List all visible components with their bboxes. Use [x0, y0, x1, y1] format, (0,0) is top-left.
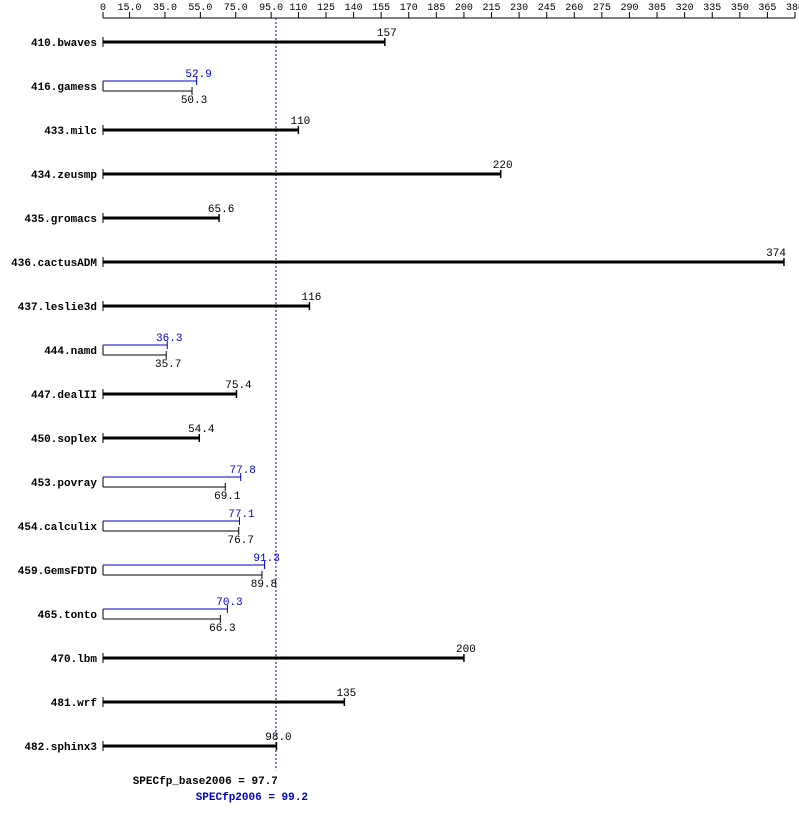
axis-tick-label: 95.0: [259, 3, 283, 14]
axis-tick-label: 365: [758, 3, 776, 14]
benchmark-label: 435.gromacs: [24, 214, 97, 226]
benchmark-label: 410.bwaves: [31, 38, 97, 50]
value-label-base: 98.0: [265, 732, 291, 744]
value-label-base: 66.3: [209, 623, 235, 635]
axis-tick-label: 290: [620, 3, 638, 14]
benchmark-label: 416.gamess: [31, 82, 97, 94]
benchmark-label: 482.sphinx3: [24, 742, 97, 754]
axis-tick-label: 35.0: [153, 3, 177, 14]
benchmark-label: 454.calculix: [18, 522, 98, 534]
axis-tick-label: 185: [427, 3, 445, 14]
value-label-peak: 70.3: [216, 597, 242, 609]
value-label-peak: 91.3: [253, 553, 279, 565]
value-label-base: 89.8: [251, 579, 277, 591]
benchmark-label: 447.dealII: [31, 390, 97, 402]
spec-chart: 0 15.0 35.0 55.0 75.0 95.0 110 125 140 155 170 185 2…: [0, 0, 799, 831]
summary-base: SPECfp_base2006 = 97.7: [133, 776, 278, 788]
benchmark-label: 470.lbm: [51, 654, 98, 666]
value-label-peak: 52.9: [185, 69, 211, 81]
benchmark-label: 437.leslie3d: [18, 302, 97, 314]
value-label-base: 110: [290, 116, 310, 128]
axis-tick-label: 245: [538, 3, 556, 14]
axis-tick-label: 335: [703, 3, 721, 14]
value-label-base: 75.4: [225, 380, 252, 392]
benchmark-label: 481.wrf: [51, 698, 98, 710]
value-label-base: 35.7: [155, 359, 181, 371]
axis-tick-label: 125: [317, 3, 335, 14]
axis-tick-label: 170: [400, 3, 418, 14]
axis-tick-label: 15.0: [118, 3, 142, 14]
axis-tick-label: 155: [372, 3, 390, 14]
benchmark-label: 465.tonto: [38, 610, 98, 622]
axis-tick-label: 0: [100, 3, 106, 14]
value-label-base: 200: [456, 644, 476, 656]
axis-tick-label: 350: [731, 3, 749, 14]
benchmark-label: 434.zeusmp: [31, 170, 97, 182]
benchmark-label: 459.GemsFDTD: [18, 566, 98, 578]
value-label-base: 54.4: [188, 424, 215, 436]
benchmark-label: 433.milc: [44, 126, 97, 138]
axis-tick-label: 230: [510, 3, 528, 14]
axis-tick-label: 275: [593, 3, 611, 14]
value-label-base: 135: [336, 688, 356, 700]
summary-peak: SPECfp2006 = 99.2: [196, 792, 308, 804]
value-label-peak: 77.1: [228, 509, 255, 521]
value-label-base: 65.6: [208, 204, 234, 216]
value-label-base: 116: [302, 292, 322, 304]
value-label-base: 220: [493, 160, 513, 172]
axis-tick-label: 215: [483, 3, 501, 14]
axis-tick-label: 260: [565, 3, 583, 14]
axis-tick-label: 75.0: [224, 3, 248, 14]
value-label-base: 374: [766, 248, 786, 260]
axis-tick-label: 305: [648, 3, 666, 14]
axis-tick-label: 380: [786, 3, 799, 14]
axis-tick-label: 200: [455, 3, 473, 14]
value-label-base: 157: [377, 28, 397, 40]
value-label-base: 76.7: [228, 535, 254, 547]
benchmark-label: 436.cactusADM: [11, 258, 97, 270]
value-label-base: 69.1: [214, 491, 241, 503]
axis-tick-label: 320: [676, 3, 694, 14]
value-label-peak: 36.3: [156, 333, 182, 345]
axis-tick-label: 55.0: [188, 3, 212, 14]
axis-tick-label: 110: [289, 3, 307, 14]
benchmark-label: 453.povray: [31, 478, 97, 490]
benchmark-label: 450.soplex: [31, 434, 97, 446]
value-label-base: 50.3: [181, 95, 207, 107]
value-label-peak: 77.8: [230, 465, 256, 477]
benchmark-label: 444.namd: [44, 346, 97, 358]
axis-tick-label: 140: [345, 3, 363, 14]
